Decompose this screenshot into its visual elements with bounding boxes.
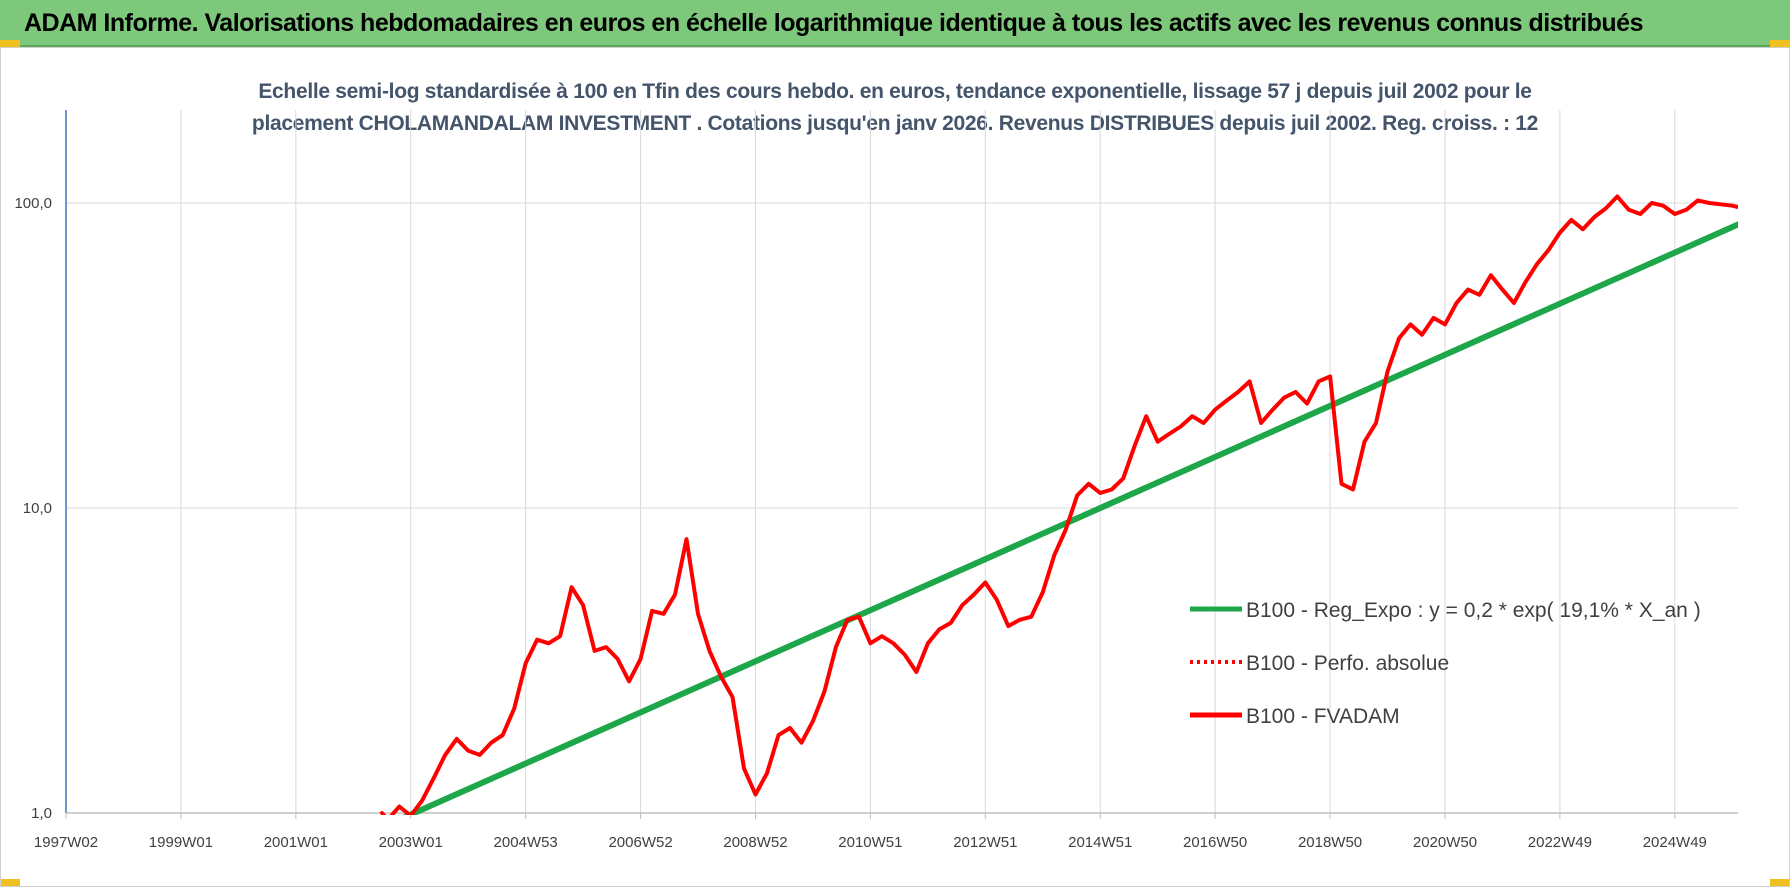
- tick-labels: 1997W02 1999W01 2001W01 2003W01 2004W53 2006W…: [14, 195, 1706, 851]
- chart-title: Echelle semi-log standardisée à 100 en T…: [150, 76, 1640, 140]
- corner-mark-bottom-right: [1770, 879, 1790, 887]
- x-tick-label: 2006W52: [608, 834, 672, 851]
- x-tick-label: 2014W51: [1068, 834, 1132, 851]
- corner-mark-top-left: [0, 40, 20, 48]
- y-tick-label: 10,0: [23, 500, 52, 517]
- x-tick-label: 2012W51: [953, 834, 1017, 851]
- series-lines: [380, 194, 1738, 815]
- corner-mark-top-right: [1770, 40, 1790, 48]
- x-tick-label: 2024W49: [1643, 834, 1707, 851]
- y-tick-label: 1,0: [31, 805, 52, 822]
- x-tick-label: 2001W01: [264, 834, 328, 851]
- legend: B100 - Reg_Expo : y = 0,2 * exp( 19,1% *…: [1190, 599, 1701, 728]
- series-line-2: [380, 194, 1738, 815]
- chart-title-line-1: Echelle semi-log standardisée à 100 en T…: [258, 80, 1532, 103]
- x-tick-label: 2008W52: [723, 834, 787, 851]
- x-tick-label: 2018W50: [1298, 834, 1362, 851]
- y-tick-label: 100,0: [14, 195, 52, 212]
- legend-label-0: B100 - Reg_Expo : y = 0,2 * exp( 19,1% *…: [1246, 599, 1701, 622]
- x-tick-label: 2004W53: [494, 834, 558, 851]
- gridlines: [65, 110, 1738, 813]
- corner-mark-bottom-left: [0, 879, 20, 887]
- legend-label-1: B100 - Perfo. absolue: [1246, 652, 1449, 675]
- x-tick-label: 2003W01: [379, 834, 443, 851]
- chart-title-line-2: placement CHOLAMANDALAM INVESTMENT . Cot…: [251, 112, 1539, 135]
- x-tick-label: 1999W01: [149, 834, 213, 851]
- title-banner: ADAM Informe. Valorisations hebdomadaire…: [0, 0, 1790, 47]
- x-tick-label: 2020W50: [1413, 834, 1477, 851]
- x-tick-label: 2016W50: [1183, 834, 1247, 851]
- x-tick-label: 2022W49: [1528, 834, 1592, 851]
- x-tick-label: 2010W51: [838, 834, 902, 851]
- legend-label-2: B100 - FVADAM: [1246, 705, 1400, 728]
- x-tick-label: 1997W02: [34, 834, 98, 851]
- axes: [65, 110, 1738, 819]
- banner-title: ADAM Informe. Valorisations hebdomadaire…: [24, 9, 1643, 37]
